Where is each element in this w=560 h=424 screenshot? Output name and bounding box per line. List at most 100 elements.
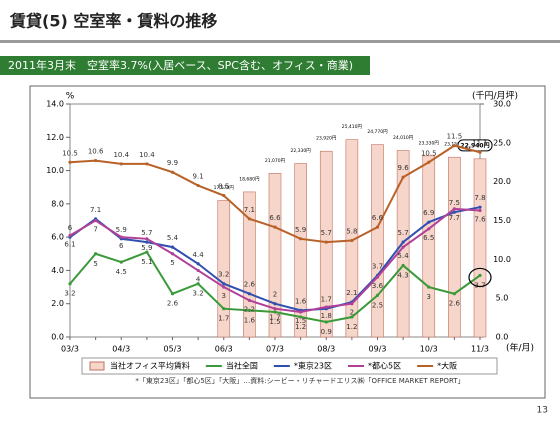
point <box>452 292 456 296</box>
y2-tick-label: 25.0 <box>493 138 511 147</box>
point <box>401 175 405 179</box>
x-tick-label: 05/3 <box>164 345 182 354</box>
y2-axis-unit: (千円/月坪) <box>472 91 518 102</box>
point <box>222 282 226 286</box>
bar-value-label: 24,770円 <box>367 129 388 135</box>
point-label: 5.9 <box>116 226 127 234</box>
y2-tick-label: 10.0 <box>493 255 511 264</box>
point-label: 3 <box>427 293 431 301</box>
point <box>145 250 149 254</box>
point <box>170 170 175 174</box>
point-label: 1.6 <box>244 316 256 324</box>
x-tick-label: 09/3 <box>369 345 387 354</box>
point <box>247 298 251 302</box>
point <box>324 240 328 244</box>
point <box>427 220 431 224</box>
point-label: 7 <box>93 226 97 234</box>
point <box>452 210 456 214</box>
point <box>145 237 149 241</box>
x-tick-label: 06/3 <box>215 345 233 354</box>
point-label: 2.1 <box>346 289 357 297</box>
bar-value-label: 25,410円 <box>342 124 363 130</box>
legend-swatch <box>89 361 105 371</box>
point <box>68 233 72 238</box>
point <box>119 260 123 264</box>
point <box>478 150 482 154</box>
point <box>478 205 482 209</box>
point <box>452 207 456 211</box>
point-label: 2.2 <box>244 305 255 313</box>
bar <box>473 158 487 338</box>
bar-value-label: 17,570円 <box>214 185 235 191</box>
point-label: 3.2 <box>218 271 229 279</box>
point-label: 3.7 <box>474 281 485 289</box>
point-label: 9.6 <box>398 164 410 172</box>
point <box>299 315 303 319</box>
bar-value-label: 23,920円 <box>316 136 337 142</box>
point <box>145 240 149 244</box>
point <box>196 183 200 188</box>
footnote: *「東京23区」「都心5区」「大阪」…資料:シービー・リチャードエリス㈱「OFF… <box>135 376 464 385</box>
point <box>273 302 277 306</box>
point <box>170 252 175 256</box>
point-label: 1.8 <box>321 312 332 320</box>
point-label: 1.7 <box>269 314 280 322</box>
point-label: 10.4 <box>113 151 129 159</box>
point <box>196 262 200 266</box>
point <box>478 208 482 213</box>
point <box>427 160 431 164</box>
point <box>375 293 380 297</box>
point-label: 5.4 <box>398 252 410 260</box>
point <box>401 240 405 244</box>
bar <box>268 173 282 338</box>
bar-value-label: 22,940円 <box>460 142 489 149</box>
y2-tick-label: 5.0 <box>496 294 509 303</box>
x-tick-label: 03/3 <box>61 345 79 354</box>
legend-label: 当社オフィス平均賃料 <box>110 361 190 371</box>
x-tick-label: 04/3 <box>112 345 130 354</box>
point <box>299 237 303 241</box>
point <box>94 252 98 256</box>
banner-text: 2011年3月末 空室率3.7%(入居ベース、SPC含む、オフィス・商業) <box>8 58 353 72</box>
point <box>247 292 251 296</box>
point-label: 4 <box>196 275 201 283</box>
point-label: 6.1 <box>64 240 75 248</box>
point <box>170 292 175 296</box>
bar-value-label: 18,680円 <box>239 176 260 182</box>
point <box>222 285 226 289</box>
point <box>247 308 251 312</box>
point <box>68 282 72 286</box>
point-label: 3 <box>222 292 226 300</box>
point-label: 2.6 <box>244 281 256 289</box>
point <box>196 268 200 273</box>
point <box>273 225 277 229</box>
highlight-ring <box>468 267 492 288</box>
point <box>273 307 277 311</box>
bar <box>422 155 436 338</box>
point-label: 5.7 <box>398 229 409 237</box>
point <box>452 144 456 148</box>
point <box>222 193 226 198</box>
point <box>324 320 328 324</box>
y-axis-unit: % <box>66 92 75 102</box>
bar-value-label: 21,070円 <box>265 158 286 164</box>
point-label: 2.6 <box>167 300 179 308</box>
legend-label: *東京23区 <box>294 361 332 371</box>
page-number: 13 <box>537 406 548 416</box>
point-label: 7.1 <box>244 206 255 214</box>
point-label: 10.5 <box>421 149 437 157</box>
point-label: 1.2 <box>346 323 357 331</box>
y-tick-label: 8.0 <box>51 199 64 208</box>
title-rule <box>0 40 560 43</box>
point-label: 6 <box>68 224 73 232</box>
point <box>196 282 200 286</box>
point-label: 5.1 <box>141 258 152 266</box>
bar <box>319 150 333 338</box>
point-label: 5 <box>93 260 97 268</box>
point <box>119 235 123 239</box>
point <box>375 275 380 279</box>
x-tick-label: 07/3 <box>266 345 284 354</box>
point-label: 4.5 <box>116 268 127 276</box>
point-label: 1.7 <box>218 315 229 323</box>
